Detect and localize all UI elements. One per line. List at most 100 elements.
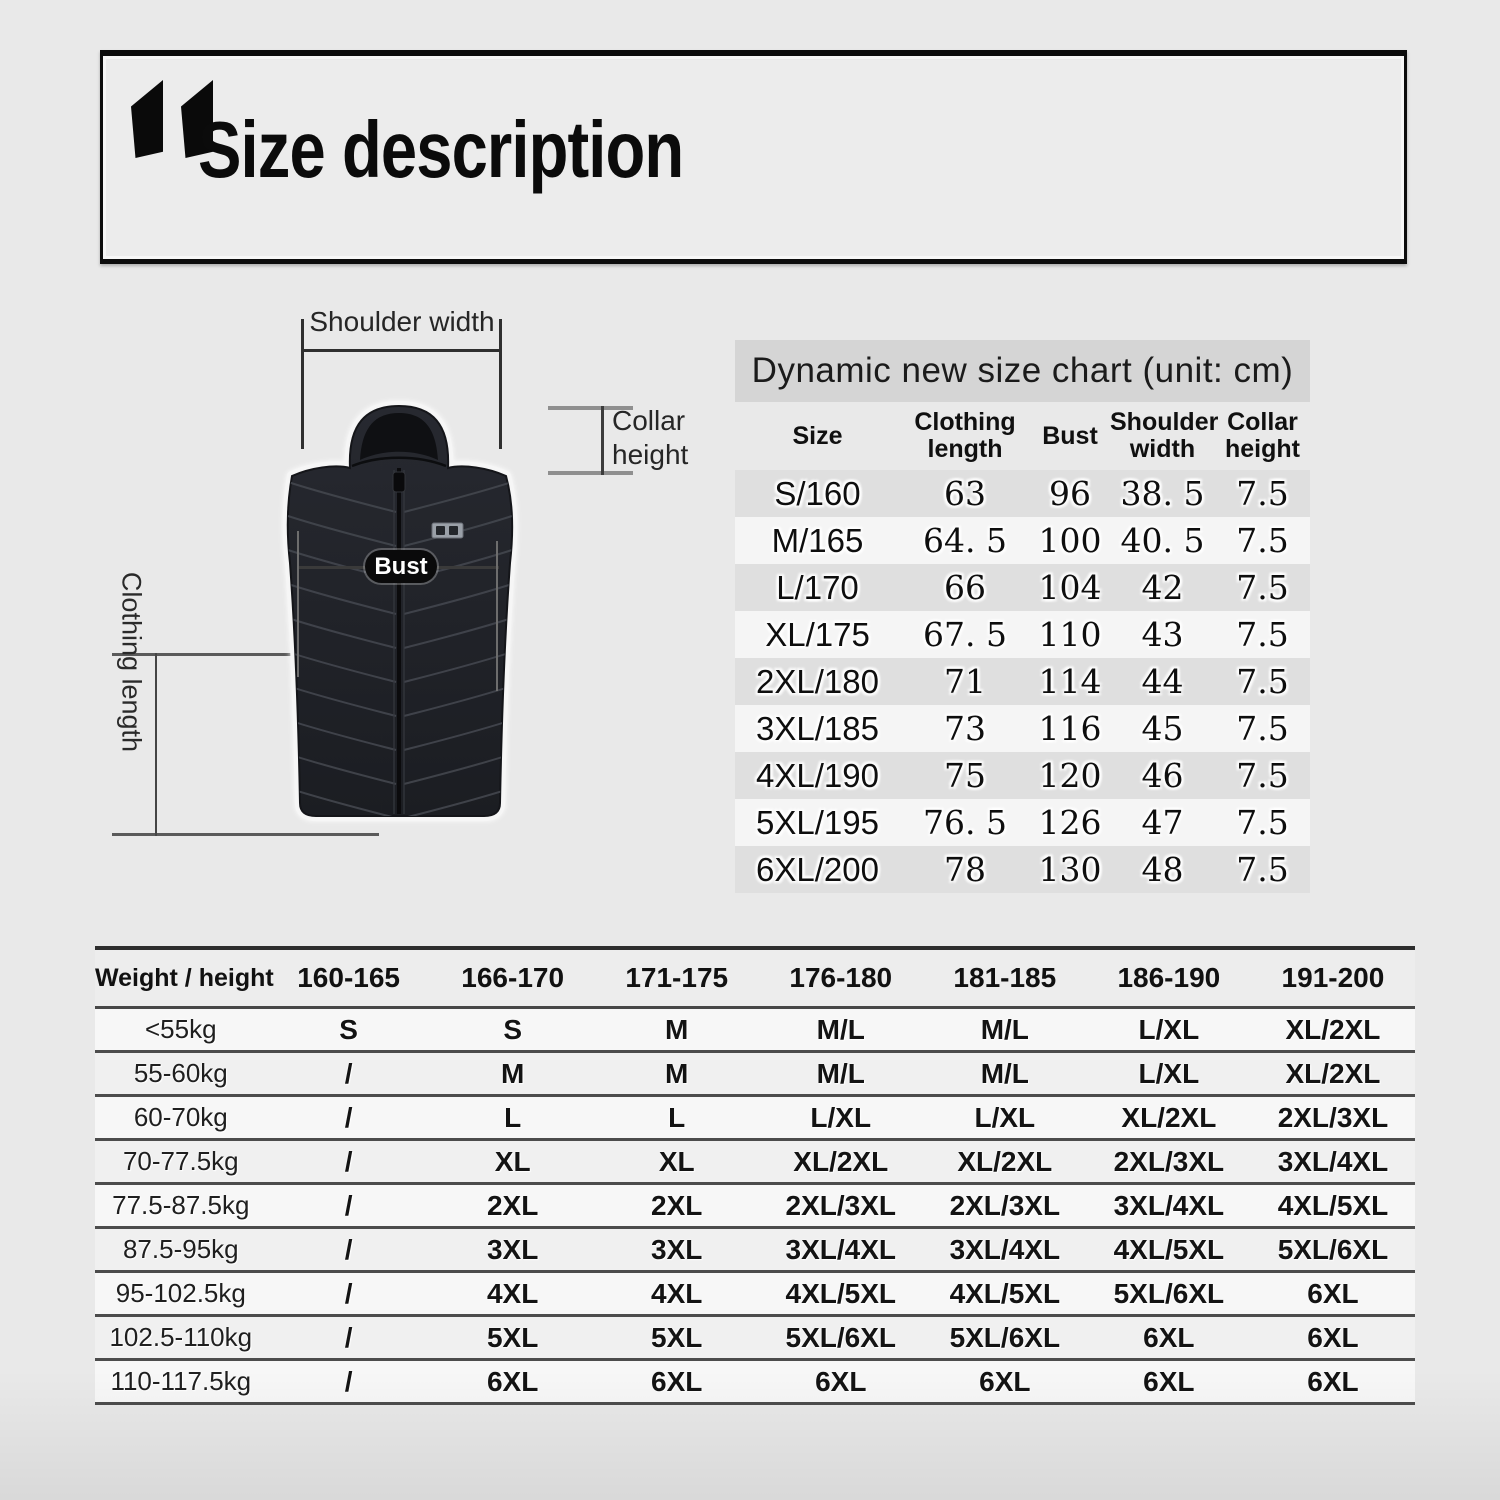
weight-height-table: Weight / height 160-165 166-170 171-175 176-… <box>95 946 1415 1405</box>
column-header: Clothing length <box>914 408 1016 463</box>
row-label: 3XL/185 <box>756 709 879 747</box>
table-cell: XL/2XL <box>1285 1057 1381 1089</box>
table-cell: 104 <box>1038 568 1102 607</box>
table-cell: 116 <box>1038 709 1102 748</box>
table-row: 95-102.5kg / 4XL 4XL 4XL/5XL 4XL/5XL 5XL/6XL 6X… <box>95 1271 1415 1316</box>
table-cell: 126 <box>1038 803 1102 842</box>
column-header: Shoulder width <box>1110 408 1219 463</box>
table-row: 5XL/195 76. 5 126 47 7.5 <box>735 799 1310 846</box>
table-cell: 7.5 <box>1236 803 1289 842</box>
table-cell: 3XL/4XL <box>785 1233 896 1265</box>
table-cell: 2XL/3XL <box>785 1189 896 1221</box>
size-chart-table: Size Clothing length Bust Shoulder width Col… <box>735 402 1310 893</box>
column-header: Weight / height <box>95 963 274 992</box>
zipper-pull <box>392 471 406 493</box>
table-cell: XL/2XL <box>1285 1013 1381 1045</box>
table-cell: 3XL/4XL <box>1113 1189 1225 1221</box>
table-cell: M/L <box>816 1057 865 1089</box>
table-cell: 5XL/6XL <box>1277 1233 1389 1265</box>
table-cell: / <box>344 1189 353 1221</box>
table-cell: 47 <box>1141 803 1184 842</box>
row-label: 55-60kg <box>133 1058 228 1088</box>
row-label: 6XL/200 <box>756 850 879 888</box>
table-row: 87.5-95kg / 3XL 3XL 3XL/4XL 3XL/4XL 4XL/5XL 5XL… <box>95 1227 1415 1272</box>
table-cell: 2XL <box>651 1189 703 1221</box>
shoulder-width-label: Shoulder width <box>309 306 495 337</box>
table-cell: M <box>665 1013 689 1045</box>
page-title-text: Size description <box>198 104 684 195</box>
table-cell: 6XL <box>1307 1277 1359 1309</box>
table-cell: 4XL <box>651 1277 703 1309</box>
column-header: 171-175 <box>625 962 729 993</box>
table-row: 77.5-87.5kg / 2XL 2XL 2XL/3XL 2XL/3XL 3XL/4XL 4… <box>95 1183 1415 1228</box>
table-cell: 3XL/4XL <box>1277 1145 1389 1177</box>
table-cell: / <box>344 1365 353 1397</box>
column-header: 181-185 <box>953 962 1057 993</box>
table-row: 110-117.5kg / 6XL 6XL 6XL 6XL 6XL 6XL <box>95 1359 1415 1404</box>
table-cell: XL <box>494 1145 531 1177</box>
table-cell: 44 <box>1141 662 1184 701</box>
table-cell: 120 <box>1038 756 1102 795</box>
table-cell: 2XL <box>486 1189 539 1221</box>
row-label: 2XL/180 <box>756 662 879 700</box>
table-cell: 46 <box>1141 756 1184 795</box>
column-header: 186-190 <box>1117 962 1221 993</box>
table-cell: 63 <box>944 474 986 513</box>
column-header: 191-200 <box>1281 962 1385 993</box>
row-label: 77.5-87.5kg <box>112 1190 250 1220</box>
table-cell: / <box>344 1277 353 1309</box>
table-cell: 66 <box>944 568 986 607</box>
row-label: XL/175 <box>765 615 870 653</box>
table-row: 6XL/200 78 130 48 7.5 <box>735 846 1310 893</box>
clothing-length-line <box>155 653 157 836</box>
row-label: 110-117.5kg <box>110 1366 252 1396</box>
table-row: 3XL/185 73 116 45 7.5 <box>735 705 1310 752</box>
table-cell: XL/2XL <box>793 1145 889 1177</box>
table-cell: 100 <box>1038 521 1102 560</box>
table-cell: 71 <box>944 662 986 701</box>
table-cell: 7.5 <box>1236 850 1289 889</box>
row-label: 4XL/190 <box>756 756 879 794</box>
shoulder-width-line <box>302 349 501 352</box>
table-cell: L <box>668 1101 686 1133</box>
table-cell: 4XL/5XL <box>785 1277 896 1309</box>
table-cell: 73 <box>944 709 986 748</box>
bust-tick-left <box>297 531 299 677</box>
table-cell: 4XL <box>486 1277 539 1309</box>
column-header: 166-170 <box>461 962 565 993</box>
table-cell: 2XL/3XL <box>949 1189 1061 1221</box>
bust-label: Bust <box>365 550 437 583</box>
table-cell: 7.5 <box>1236 474 1289 513</box>
table-cell: 78 <box>944 850 986 889</box>
table-row: XL/175 67. 5 110 43 7.5 <box>735 611 1310 658</box>
table-cell: M <box>665 1057 689 1089</box>
table-cell: 7.5 <box>1236 568 1289 607</box>
table-cell: 7.5 <box>1236 709 1289 748</box>
table-cell: 2XL/3XL <box>1113 1145 1225 1177</box>
column-header: Size <box>792 421 843 450</box>
table-cell: 2XL/3XL <box>1277 1101 1389 1133</box>
table-cell: 6XL <box>1143 1321 1195 1353</box>
table-cell: 40. 5 <box>1120 521 1205 560</box>
table-cell: / <box>344 1101 353 1133</box>
table-cell: 130 <box>1038 850 1102 889</box>
table-cell: XL <box>658 1145 695 1177</box>
table-cell: 64. 5 <box>923 521 1007 560</box>
row-label: 102.5-110kg <box>109 1322 253 1352</box>
size-chart-title: Dynamic new size chart (unit: cm) <box>735 340 1310 402</box>
clothing-length-label-text: Clothing length <box>116 571 147 753</box>
clothing-length-tick-bottom <box>112 833 379 836</box>
table-row: 55-60kg / M M M/L M/L L/XL XL/2XL <box>95 1051 1415 1096</box>
table-cell: XL/2XL <box>957 1145 1053 1177</box>
table-cell: / <box>344 1233 353 1265</box>
table-cell: XL/2XL <box>1121 1101 1217 1133</box>
row-label: 87.5-95kg <box>122 1234 239 1264</box>
table-cell: M/L <box>980 1013 1029 1045</box>
table-cell: M <box>501 1057 525 1089</box>
table-cell: 5XL/6XL <box>949 1321 1061 1353</box>
table-cell: S <box>339 1013 358 1045</box>
table-cell: 4XL/5XL <box>1277 1189 1389 1221</box>
table-cell: L <box>504 1101 522 1133</box>
table-cell: 6XL <box>1143 1365 1195 1397</box>
table-cell: 114 <box>1038 662 1102 701</box>
